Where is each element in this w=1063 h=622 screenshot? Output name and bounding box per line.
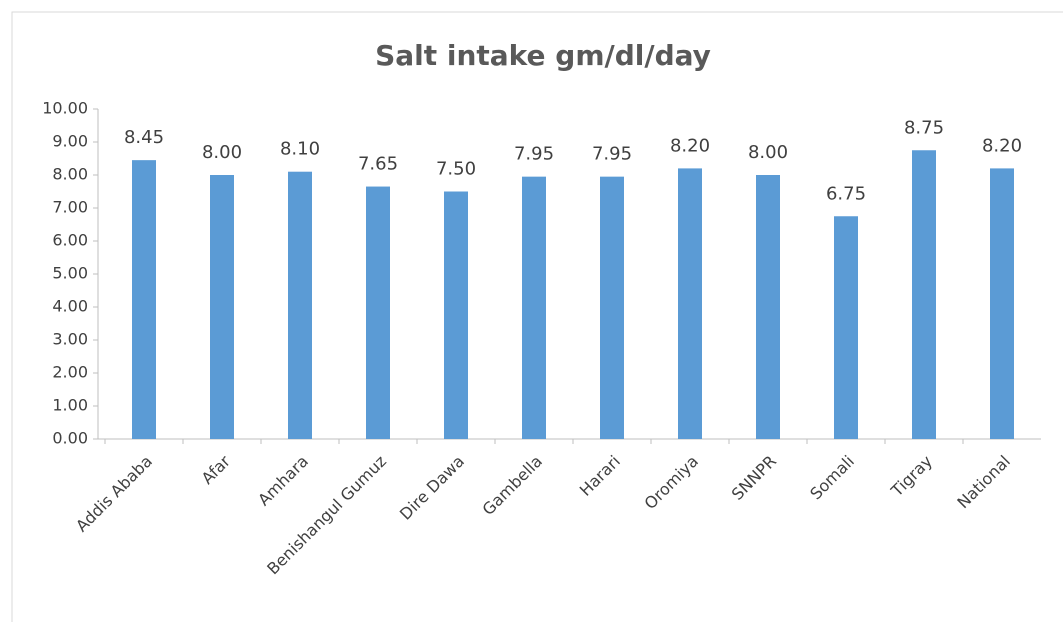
value-label: 8.10 [280, 139, 320, 160]
bar [132, 160, 156, 439]
bar [522, 176, 546, 439]
bar [210, 175, 234, 439]
bar [366, 186, 390, 439]
value-label: 8.20 [670, 135, 710, 156]
value-label: 7.95 [592, 144, 632, 165]
value-label: 7.95 [514, 144, 554, 165]
y-tick-label: 10.00 [42, 99, 88, 118]
value-label: 8.20 [982, 135, 1022, 156]
value-label: 7.50 [436, 159, 476, 180]
bar [678, 168, 702, 439]
y-tick-label: 0.00 [52, 429, 88, 448]
y-tick-label: 7.00 [52, 198, 88, 217]
value-label: 8.45 [124, 127, 164, 148]
value-label: 8.00 [202, 142, 242, 163]
bar [912, 150, 936, 439]
y-tick-label: 1.00 [52, 396, 88, 415]
y-tick-label: 9.00 [52, 132, 88, 151]
value-label: 8.00 [748, 142, 788, 163]
value-label: 7.65 [358, 154, 398, 175]
value-label: 6.75 [826, 183, 866, 204]
y-tick-label: 6.00 [52, 231, 88, 250]
y-tick-label: 5.00 [52, 264, 88, 283]
bar [288, 171, 312, 439]
bar [444, 191, 468, 439]
bar [756, 175, 780, 439]
value-label: 8.75 [904, 117, 944, 138]
bar [600, 176, 624, 439]
bar [834, 216, 858, 439]
y-tick-label: 4.00 [52, 297, 88, 316]
y-tick-label: 3.00 [52, 330, 88, 349]
y-tick-label: 2.00 [52, 363, 88, 382]
y-tick-label: 8.00 [52, 165, 88, 184]
chart-title: Salt intake gm/dl/day [375, 39, 711, 72]
bar [990, 168, 1014, 439]
